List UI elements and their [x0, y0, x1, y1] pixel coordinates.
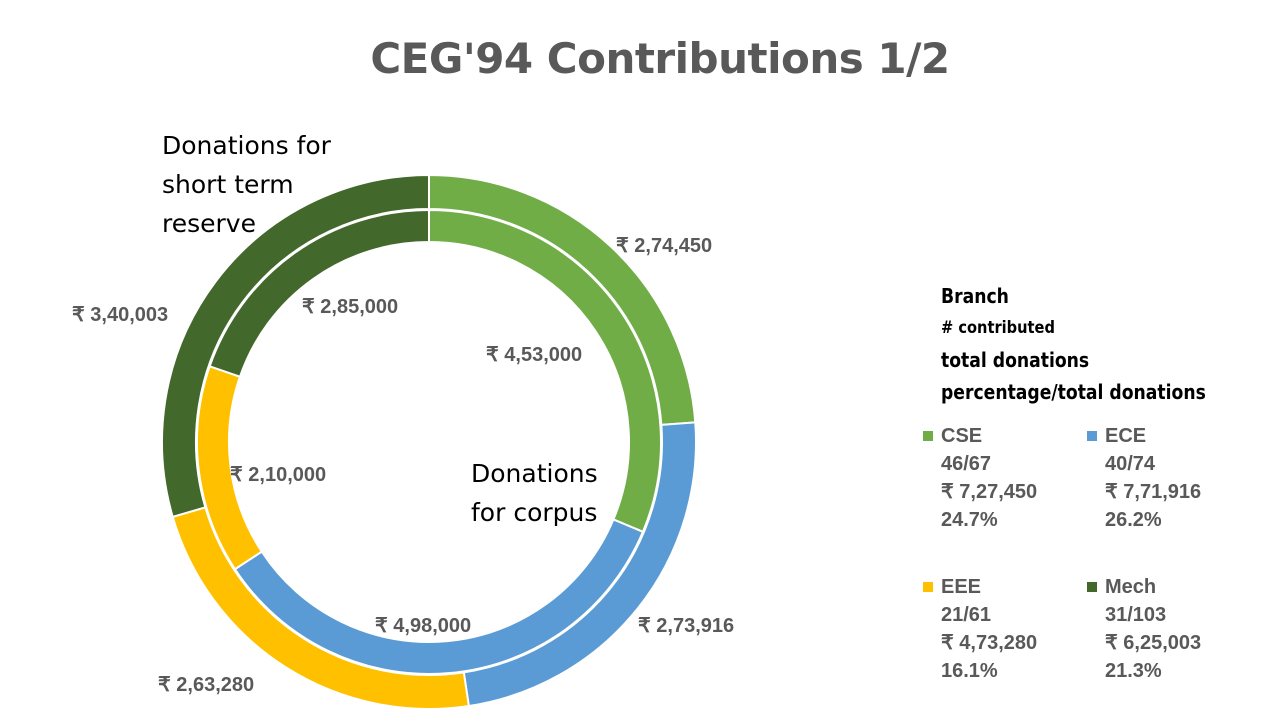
legend-header-contributed: # contributed [941, 318, 1055, 338]
legend-contributed: 21/61 [941, 604, 992, 626]
legend-percent: 24.7% [941, 509, 998, 531]
legend-branch: EEE [941, 576, 982, 598]
inner-ring [196, 208, 662, 675]
legend-swatch-mech [1087, 582, 1097, 592]
inner-value-label-ece: ₹ 4,98,000 [375, 615, 471, 637]
legend-header-total: total donations [941, 348, 1090, 372]
outer-value-label-ece: ₹ 2,73,916 [638, 615, 734, 637]
outer-value-label-cse: ₹ 2,74,450 [616, 235, 712, 257]
legend-entry-eee: EEE 21/61 ₹ 4,73,280 16.1% [923, 573, 1101, 685]
legend-percent: 26.2% [1105, 509, 1162, 531]
legend-total: ₹ 7,71,916 [1105, 481, 1202, 503]
legend-contributed: 40/74 [1105, 453, 1156, 475]
legend-branch: CSE [941, 425, 983, 447]
legend-percent: 16.1% [941, 660, 998, 682]
legend-header-branch: Branch [941, 284, 1009, 308]
legend-total: ₹ 6,25,003 [1105, 632, 1202, 654]
inner-value-label-cse: ₹ 4,53,000 [486, 344, 582, 366]
legend-swatch-cse [923, 431, 933, 441]
inner-ring-caption-line-2: for corpus [471, 498, 597, 527]
inner-value-label-eee: ₹ 2,10,000 [230, 464, 326, 486]
outer-ring-caption-line-1: Donations for [162, 131, 332, 160]
inner-ring-caption-line-1: Donations [471, 459, 598, 488]
legend-entry-ece: ECE 40/74 ₹ 7,71,916 26.2% [1087, 422, 1265, 534]
legend-contributed: 46/67 [941, 453, 992, 475]
legend-entry-cse: CSE 46/67 ₹ 7,27,450 24.7% [923, 422, 1101, 534]
inner-slice-mech [208, 208, 430, 379]
chart-title: CEG'94 Contributions 1/2 [370, 34, 950, 83]
legend-total: ₹ 7,27,450 [941, 481, 1038, 503]
legend-header: Branch # contributed total donations per… [941, 280, 1206, 408]
legend-swatch-eee [923, 582, 933, 592]
outer-value-label-mech: ₹ 3,40,003 [72, 304, 168, 326]
legend-contributed: 31/103 [1105, 604, 1167, 626]
value-labels: ₹ 2,74,450 ₹ 2,73,916 ₹ 2,63,280 ₹ 3,40,003… [72, 235, 734, 696]
inner-value-label-mech: ₹ 2,85,000 [302, 296, 398, 318]
legend-swatch-ece [1087, 431, 1097, 441]
legend-branch: ECE [1105, 425, 1147, 447]
outer-value-label-eee: ₹ 2,63,280 [158, 674, 254, 696]
outer-ring-caption-line-3: reserve [162, 209, 256, 238]
legend-entry-mech: Mech 31/103 ₹ 6,25,003 21.3% [1087, 573, 1265, 685]
legend-header-percentage: percentage/total donations [941, 380, 1206, 404]
outer-ring-caption-line-2: short term [162, 170, 294, 199]
legend-total: ₹ 4,73,280 [941, 632, 1038, 654]
legend-percent: 21.3% [1105, 660, 1162, 682]
legend-branch: Mech [1105, 576, 1157, 598]
